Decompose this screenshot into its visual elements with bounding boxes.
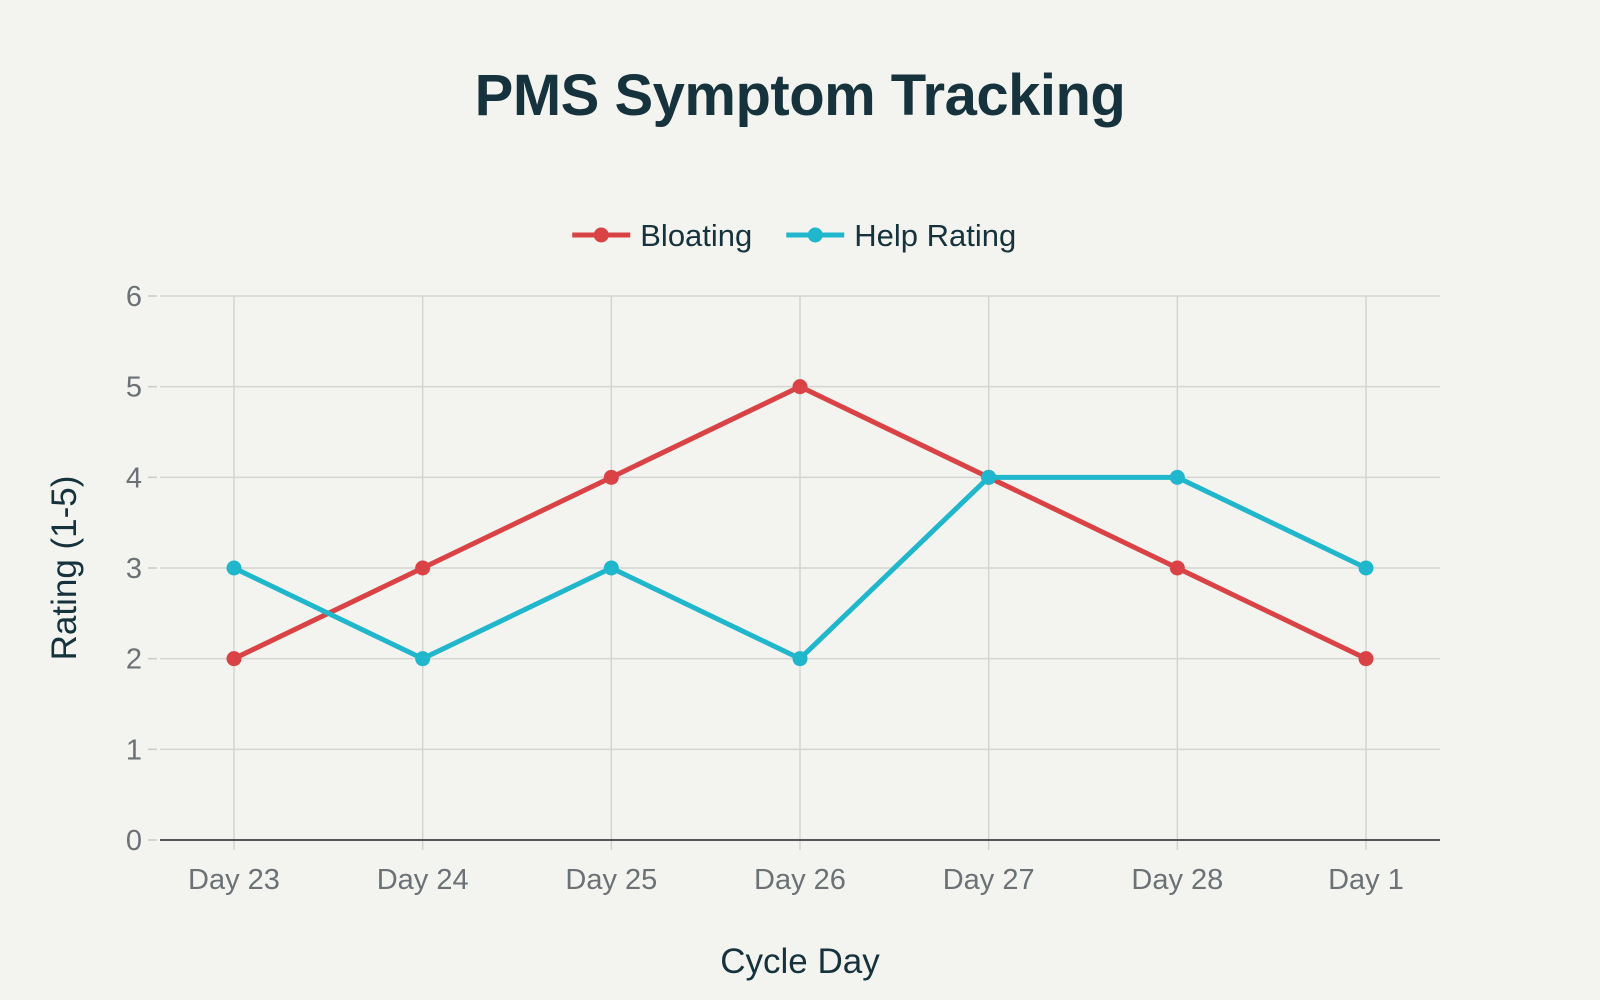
- data-point[interactable]: [226, 651, 242, 667]
- data-point[interactable]: [1358, 651, 1374, 667]
- legend-swatch-marker: [807, 227, 823, 243]
- legend-item-help-rating[interactable]: Help Rating: [786, 218, 1016, 253]
- data-point[interactable]: [1358, 560, 1374, 576]
- legend-swatch-marker: [593, 227, 609, 243]
- data-point[interactable]: [1169, 560, 1185, 576]
- data-point[interactable]: [415, 560, 431, 576]
- y-tick-label: 6: [126, 281, 142, 313]
- x-tick-label: Day 1: [1328, 864, 1404, 896]
- legend-item-bloating[interactable]: Bloating: [572, 218, 752, 253]
- x-tick-label: Day 28: [1131, 864, 1223, 896]
- data-point[interactable]: [603, 560, 619, 576]
- x-tick-label: Day 25: [565, 864, 657, 896]
- grid: [160, 295, 1440, 850]
- data-point[interactable]: [792, 379, 808, 395]
- y-tick-label: 4: [126, 462, 142, 494]
- data-point[interactable]: [603, 469, 619, 485]
- legend-label: Bloating: [640, 218, 752, 253]
- y-tick-label: 5: [126, 372, 142, 404]
- y-tick-label: 0: [126, 825, 142, 857]
- series-help-rating: [226, 469, 1374, 667]
- data-point[interactable]: [1169, 469, 1185, 485]
- x-tick-label: Day 26: [754, 864, 846, 896]
- legend-label: Help Rating: [854, 218, 1016, 253]
- x-tick-label: Day 24: [377, 864, 469, 896]
- y-tick-label: 2: [126, 644, 142, 676]
- data-point[interactable]: [981, 469, 997, 485]
- x-tick-label: Day 27: [943, 864, 1035, 896]
- axes: 0 1 2 3 4 5 6 Day 23 Day 24 Day 25 Day 26 Day 27 Day…: [126, 281, 1440, 896]
- y-tick-label: 1: [126, 734, 142, 766]
- legend[interactable]: Bloating Help Rating: [572, 218, 1016, 253]
- y-axis-title: Rating (1-5): [45, 476, 84, 661]
- series-area: [226, 379, 1374, 667]
- chart-title: PMS Symptom Tracking: [474, 63, 1126, 128]
- data-point[interactable]: [792, 651, 808, 667]
- x-axis-title: Cycle Day: [720, 942, 880, 981]
- data-point[interactable]: [226, 560, 242, 576]
- series-bloating: [226, 379, 1374, 667]
- x-tick-label: Day 23: [188, 864, 280, 896]
- y-tick-label: 3: [126, 553, 142, 585]
- data-point[interactable]: [415, 651, 431, 667]
